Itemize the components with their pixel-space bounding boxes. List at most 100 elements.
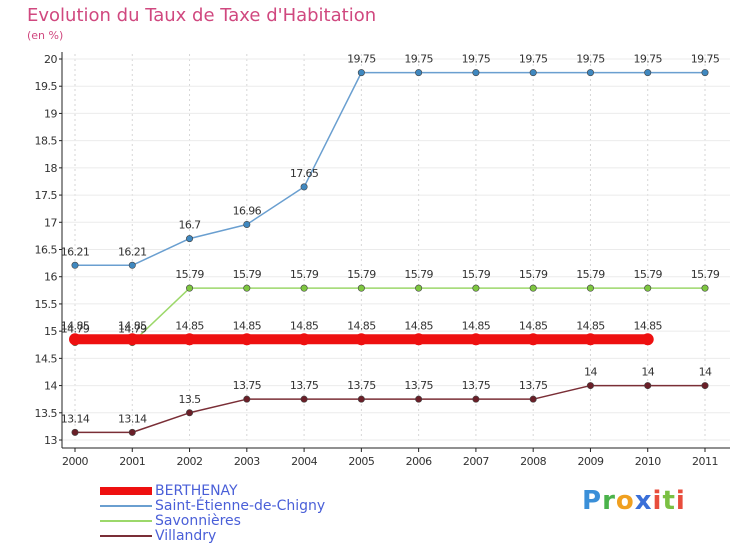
- data-label: 14.85: [118, 319, 147, 332]
- data-label: 15.79: [691, 268, 720, 281]
- series-line: [74, 287, 706, 344]
- data-label: 13.75: [290, 379, 319, 392]
- data-label: 13.14: [61, 412, 90, 425]
- data-label: 19.75: [462, 53, 491, 66]
- y-tick-label: 14: [44, 380, 57, 393]
- x-tick-label: 2007: [463, 455, 489, 468]
- data-label: 14.85: [519, 319, 548, 332]
- data-label: 14.79: [61, 323, 90, 336]
- data-point: [357, 69, 365, 77]
- data-label: 19.75: [347, 53, 376, 66]
- data-label: 16.96: [233, 204, 262, 217]
- data-point: [71, 261, 79, 269]
- legend-swatch-saint-etienne: [100, 505, 152, 507]
- data-label: 15.79: [290, 268, 319, 281]
- data-point: [701, 284, 709, 292]
- data-label: 13.75: [347, 379, 376, 392]
- data-label: 15.79: [576, 268, 605, 281]
- y-tick-label: 18.5: [35, 135, 58, 148]
- data-point: [415, 284, 423, 292]
- x-tick-label: 2009: [577, 455, 603, 468]
- data-point: [298, 333, 311, 346]
- legend-label: Savonnières: [155, 513, 241, 529]
- legend-label: BERTHENAY: [155, 483, 238, 499]
- data-label: 15.79: [633, 268, 662, 281]
- data-point: [527, 333, 540, 346]
- data-label: 14.85: [404, 319, 433, 332]
- legend-swatch-villandry: [100, 535, 152, 537]
- legend: BERTHENAY Saint-Étienne-de-Chigny Savonn…: [100, 484, 400, 544]
- data-label: 16.21: [61, 245, 90, 258]
- data-point: [586, 69, 594, 77]
- data-label: 14.85: [347, 319, 376, 332]
- data-label: 14.85: [290, 319, 319, 332]
- series-line: [74, 384, 706, 434]
- data-point: [641, 333, 654, 346]
- legend-item-saint-etienne: Saint-Étienne-de-Chigny: [100, 499, 400, 514]
- data-point: [701, 382, 709, 390]
- data-point: [186, 235, 194, 243]
- data-label: 16.7: [178, 219, 201, 232]
- data-label: 14.85: [61, 319, 90, 332]
- y-tick-label: 15: [44, 325, 57, 338]
- y-tick-label: 16.5: [35, 244, 58, 257]
- data-label: 15.79: [233, 268, 262, 281]
- y-tick-label: 17: [44, 216, 57, 229]
- data-label: 19.75: [691, 53, 720, 66]
- data-point: [644, 284, 652, 292]
- legend-item-berthenay: BERTHENAY: [100, 484, 400, 499]
- data-label: 14.85: [462, 319, 491, 332]
- legend-item-villandry: Villandry: [100, 529, 400, 544]
- y-tick-label: 19.5: [35, 80, 58, 93]
- x-tick-label: 2003: [234, 455, 260, 468]
- x-tick-label: 2010: [635, 455, 661, 468]
- data-point: [243, 395, 251, 403]
- legend-label: Saint-Étienne-de-Chigny: [155, 498, 326, 514]
- legend-item-savonnieres: Savonnières: [100, 514, 400, 529]
- y-tick-label: 13.5: [35, 407, 58, 420]
- data-point: [644, 69, 652, 77]
- x-tick-label: 2001: [119, 455, 145, 468]
- y-tick-label: 19: [44, 107, 57, 120]
- data-label: 17.65: [290, 167, 319, 180]
- data-label: 13.5: [178, 393, 201, 406]
- data-point: [243, 284, 251, 292]
- data-label: 13.75: [233, 379, 262, 392]
- data-label: 14.85: [233, 319, 262, 332]
- y-tick-label: 14.5: [35, 352, 58, 365]
- data-point: [240, 333, 253, 346]
- data-point: [472, 395, 480, 403]
- y-tick-label: 16: [44, 271, 57, 284]
- data-label: 13.75: [519, 379, 548, 392]
- y-tick-label: 20: [44, 53, 57, 66]
- data-point: [472, 69, 480, 77]
- data-point: [128, 261, 136, 269]
- data-point: [300, 284, 308, 292]
- data-label: 14.79: [118, 323, 147, 336]
- series-line: [74, 71, 706, 267]
- data-point: [586, 284, 594, 292]
- data-label: 19.75: [404, 53, 433, 66]
- data-label: 19.75: [576, 53, 605, 66]
- data-label: 13.75: [462, 379, 491, 392]
- chart-subtitle: (en %): [27, 29, 64, 42]
- data-point: [586, 382, 594, 390]
- data-label: 14.85: [633, 319, 662, 332]
- data-point: [186, 409, 194, 417]
- legend-swatch-savonnieres: [100, 520, 152, 522]
- data-point: [71, 428, 79, 436]
- y-tick-label: 13: [44, 434, 57, 447]
- chart-title: Evolution du Taux de Taxe d'Habitation: [27, 5, 377, 26]
- x-tick-label: 2002: [177, 455, 203, 468]
- data-point: [644, 382, 652, 390]
- data-point: [355, 333, 368, 346]
- data-label: 14: [699, 366, 712, 379]
- legend-label: Villandry: [155, 528, 217, 544]
- data-point: [412, 333, 425, 346]
- data-label: 13.75: [404, 379, 433, 392]
- data-point: [126, 333, 139, 346]
- y-tick-label: 15.5: [35, 298, 58, 311]
- y-tick-label: 18: [44, 162, 57, 175]
